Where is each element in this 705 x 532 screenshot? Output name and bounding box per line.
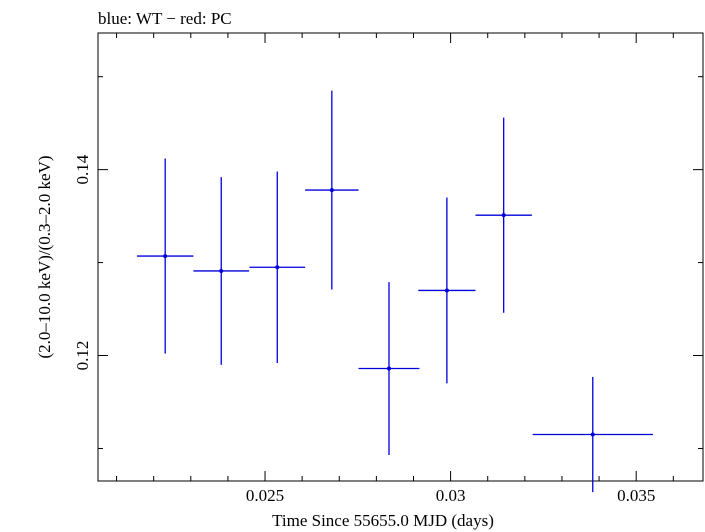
x-tick-label: 0.03 <box>436 486 466 505</box>
point-marker <box>329 188 334 193</box>
point-marker <box>444 288 449 293</box>
axis-ticks <box>98 33 703 481</box>
y-tick-label: 0.12 <box>73 341 92 371</box>
data-series <box>136 90 653 493</box>
point-marker <box>501 213 506 218</box>
chart-title: blue: WT − red: PC <box>98 9 232 28</box>
data-point <box>532 376 653 493</box>
y-tick-labels: 0.12 0.14 <box>73 154 92 370</box>
point-marker <box>590 432 595 437</box>
point-marker <box>386 366 391 371</box>
data-point <box>136 158 194 354</box>
x-tick-label: 0.035 <box>617 486 655 505</box>
point-marker <box>163 254 168 259</box>
data-point <box>418 197 476 384</box>
point-marker <box>219 268 224 273</box>
data-point <box>475 117 532 313</box>
x-tick-labels: 0.025 0.03 0.035 <box>246 486 655 505</box>
y-tick-label: 0.14 <box>73 154 92 184</box>
plot-frame <box>97 32 704 482</box>
data-point <box>358 282 420 455</box>
x-tick-label: 0.025 <box>246 486 284 505</box>
data-point <box>193 177 250 365</box>
y-axis-label: (2.0–10.0 keV)/(0.3–2.0 keV) <box>35 155 54 358</box>
data-point <box>249 171 306 363</box>
data-point <box>305 90 359 290</box>
point-marker <box>275 265 280 270</box>
x-axis-label: Time Since 55655.0 MJD (days) <box>272 511 494 530</box>
